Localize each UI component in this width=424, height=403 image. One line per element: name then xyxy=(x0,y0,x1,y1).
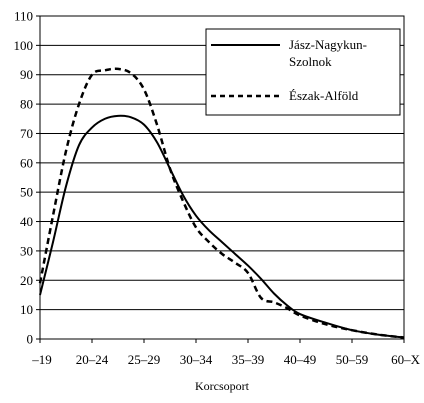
x-axis-ticks: –19 20–24 25–29 30–34 35–39 40–49 50–59 60–X xyxy=(31,339,421,367)
legend-label-eszak-alfold: Észak-Alföld xyxy=(289,88,359,103)
y-tick-label-70: 70 xyxy=(20,126,33,141)
y-tick-label-100: 100 xyxy=(14,38,34,53)
legend: Jász-Nagykun- Szolnok Észak-Alföld xyxy=(205,28,401,116)
x-tick-label-4: 35–39 xyxy=(232,352,265,367)
x-tick-label-3: 30–34 xyxy=(180,352,213,367)
x-tick-label-0: –19 xyxy=(31,352,52,367)
y-axis-ticks: 0 10 20 30 40 50 60 70 80 90 100 110 xyxy=(14,9,40,347)
y-tick-label-90: 90 xyxy=(20,67,33,82)
x-tick-label-5: 40–49 xyxy=(284,352,317,367)
y-tick-label-110: 110 xyxy=(14,9,33,24)
y-tick-label-50: 50 xyxy=(20,185,33,200)
x-axis-title: Korcsoport xyxy=(195,379,250,393)
plot-area-frame xyxy=(39,15,405,340)
x-tick-label-6: 50–59 xyxy=(336,352,369,367)
y-tick-label-40: 40 xyxy=(20,214,33,229)
legend-label-jasz-nagykun-szolnok-line2: Szolnok xyxy=(289,54,332,69)
series-lines xyxy=(38,67,405,339)
legend-box xyxy=(205,28,401,116)
y-tick-label-30: 30 xyxy=(20,243,33,258)
y-tick-label-0: 0 xyxy=(27,332,34,347)
legend-label-jasz-nagykun-szolnok: Jász-Nagykun- xyxy=(289,37,367,52)
y-tick-label-10: 10 xyxy=(20,302,33,317)
series-line-jasz-nagykun-szolnok xyxy=(39,114,405,339)
y-tick-label-60: 60 xyxy=(20,155,33,170)
series-line-eszak-alfold xyxy=(38,67,405,339)
y-tick-label-80: 80 xyxy=(20,97,33,112)
y-tick-label-20: 20 xyxy=(20,273,33,288)
x-tick-label-1: 20–24 xyxy=(76,352,109,367)
x-tick-label-7: 60–X xyxy=(391,352,421,367)
x-tick-label-2: 25–29 xyxy=(128,352,161,367)
